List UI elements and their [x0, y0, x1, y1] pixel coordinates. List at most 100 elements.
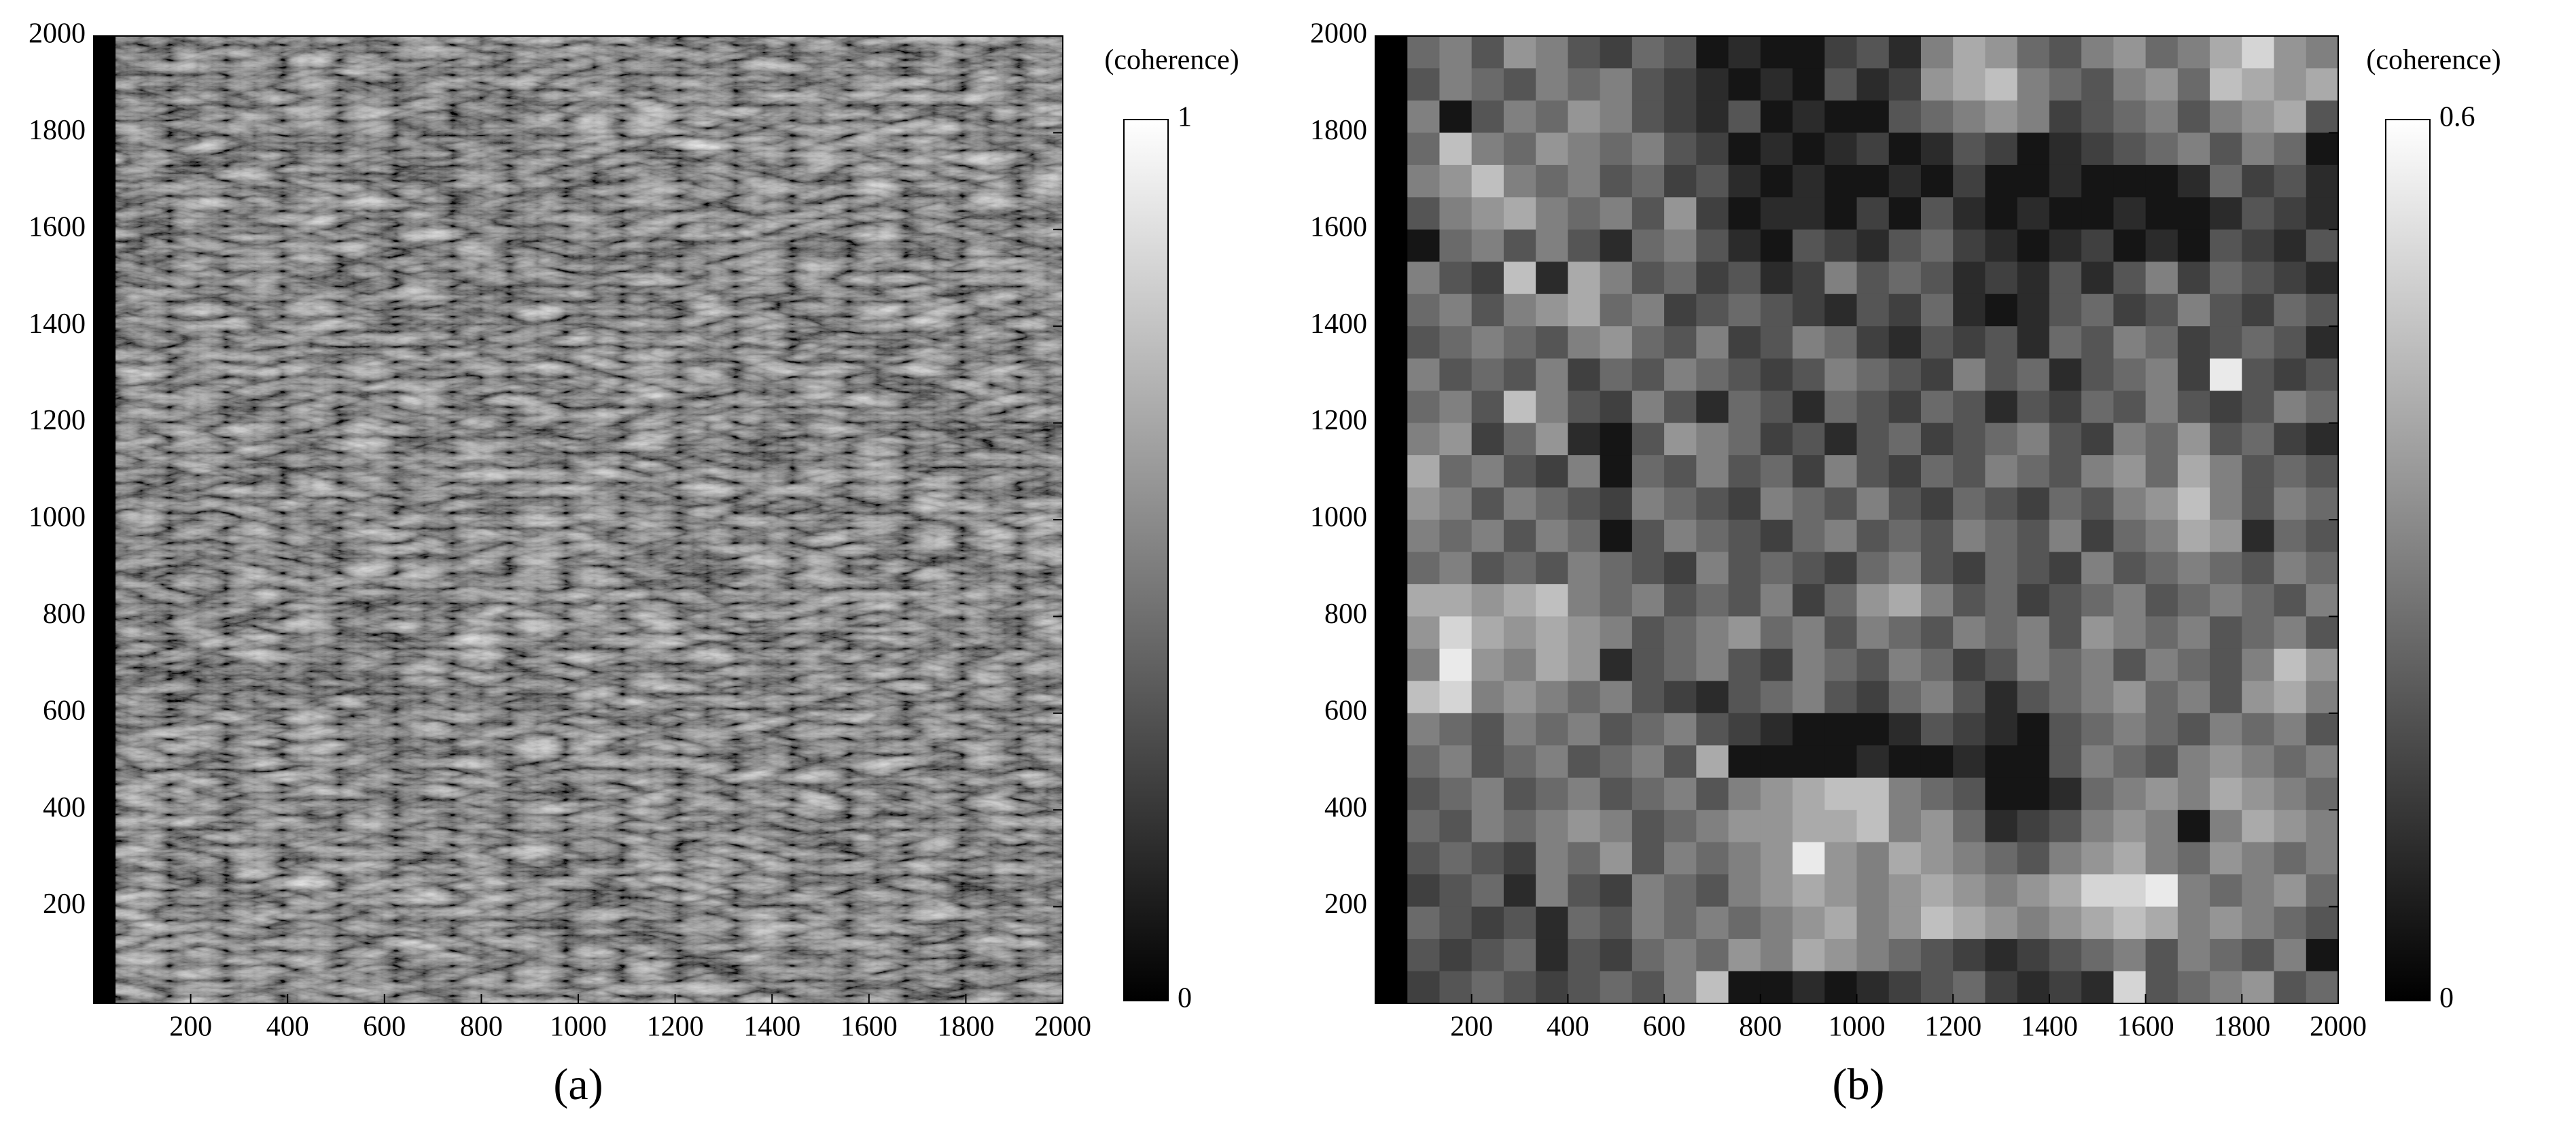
heatmap-cell	[2274, 132, 2307, 166]
y-tick-label: 200	[1324, 889, 1367, 920]
heatmap-cell	[1793, 229, 1825, 262]
heatmap-cell	[1471, 616, 1504, 649]
heatmap-cell	[1568, 423, 1601, 456]
heatmap-cell	[2113, 745, 2147, 779]
colorbar-tick-label: 1	[1178, 102, 1192, 133]
heatmap-cell	[1664, 552, 1697, 585]
heatmap-cell	[1503, 648, 1536, 681]
x-tick-label: 1000	[550, 1012, 607, 1043]
heatmap-cell	[1503, 874, 1536, 908]
heatmap-cell	[1568, 874, 1601, 908]
heatmap-cell	[1407, 358, 1440, 391]
heatmap-cell	[1728, 713, 1761, 746]
heatmap-cell	[2306, 358, 2339, 391]
heatmap-cell	[1503, 552, 1536, 585]
heatmap-cell	[1600, 423, 1633, 456]
heatmap-cell	[1696, 423, 1729, 456]
heatmap-cell	[1888, 971, 1922, 1004]
heatmap-cell	[1696, 229, 1729, 262]
heatmap-cell	[2306, 745, 2339, 779]
heatmap-cell	[1375, 487, 1408, 520]
heatmap-cell	[1856, 358, 1890, 391]
heatmap-cell	[2274, 391, 2307, 424]
heatmap-cell	[1439, 681, 1472, 714]
heatmap-cell	[1696, 552, 1729, 585]
heatmap-cell	[1664, 423, 1697, 456]
heatmap-cell	[1536, 326, 1568, 359]
heatmap-cell	[1696, 68, 1729, 101]
heatmap-cell	[1920, 68, 1954, 101]
heatmap-cell	[1985, 391, 2018, 424]
heatmap-cell	[2242, 777, 2275, 810]
heatmap-cell	[1985, 939, 2018, 972]
heatmap-cell	[1760, 358, 1793, 391]
heatmap-cell	[1985, 197, 2018, 230]
heatmap-cell	[2017, 810, 2050, 843]
heatmap-cell	[1375, 68, 1408, 101]
heatmap-cell	[1439, 777, 1472, 810]
y-tick-label: 1200	[1310, 405, 1367, 436]
heatmap-cell	[1728, 616, 1761, 649]
heatmap-cell	[1985, 358, 2018, 391]
y-tick-label: 1600	[29, 211, 86, 243]
heatmap-cell	[1664, 164, 1697, 198]
heatmap-cell	[2081, 164, 2114, 198]
heatmap-cell	[2177, 552, 2210, 585]
heatmap-cell	[1856, 552, 1890, 585]
heatmap-cell	[1728, 842, 1761, 875]
heatmap-cell	[1407, 455, 1440, 488]
heatmap-cell	[2242, 971, 2275, 1004]
heatmap-cell	[2113, 777, 2147, 810]
heatmap-cell	[2113, 713, 2147, 746]
heatmap-cell	[1888, 262, 1922, 295]
heatmap-cell	[1407, 616, 1440, 649]
heatmap-cell	[1953, 229, 1986, 262]
heatmap-cell	[2145, 616, 2178, 649]
heatmap-cell	[1728, 874, 1761, 908]
heatmap-cell	[1375, 616, 1408, 649]
heatmap-cell	[1375, 423, 1408, 456]
heatmap-cell	[1664, 391, 1697, 424]
y-tick-label: 1800	[1310, 115, 1367, 146]
heatmap-cell	[1600, 584, 1633, 617]
heatmap-cell	[1471, 197, 1504, 230]
heatmap-cell	[1793, 197, 1825, 230]
heatmap-cell	[1631, 777, 1665, 810]
heatmap-cell	[1631, 616, 1665, 649]
heatmap-cell	[1856, 164, 1890, 198]
heatmap-cell	[1824, 745, 1857, 779]
heatmap-cell	[2274, 939, 2307, 972]
heatmap-cell	[2210, 552, 2242, 585]
heatmap-cell	[1793, 455, 1825, 488]
heatmap-cell	[2306, 584, 2339, 617]
heatmap-cell	[1985, 584, 2018, 617]
heatmap-cell	[1920, 455, 1954, 488]
heatmap-cell	[2049, 648, 2082, 681]
heatmap-cell	[2017, 262, 2050, 295]
heatmap-cell	[1536, 874, 1568, 908]
heatmap-cell	[1503, 455, 1536, 488]
heatmap-cell	[1696, 745, 1729, 779]
heatmap-cell	[1407, 971, 1440, 1004]
heatmap-cell	[1664, 293, 1697, 327]
heatmap-cell	[1728, 164, 1761, 198]
heatmap-cell	[2049, 132, 2082, 166]
heatmap-cell	[1953, 713, 1986, 746]
heatmap-cell	[1888, 391, 1922, 424]
heatmap-cell	[2017, 487, 2050, 520]
heatmap-cell	[2242, 455, 2275, 488]
heatmap-cell	[2177, 68, 2210, 101]
heatmap-cell	[2017, 68, 2050, 101]
heatmap-cell	[1696, 100, 1729, 133]
heatmap-cell	[2081, 939, 2114, 972]
heatmap-cell	[1568, 262, 1601, 295]
heatmap-cell	[1793, 262, 1825, 295]
heatmap-cell	[1696, 164, 1729, 198]
heatmap-cell	[1824, 229, 1857, 262]
heatmap-cell	[2306, 487, 2339, 520]
heatmap-cell	[1953, 423, 1986, 456]
heatmap-cell	[1985, 229, 2018, 262]
heatmap-cell	[1888, 423, 1922, 456]
heatmap-cell	[1793, 68, 1825, 101]
heatmap-cell	[2210, 293, 2242, 327]
